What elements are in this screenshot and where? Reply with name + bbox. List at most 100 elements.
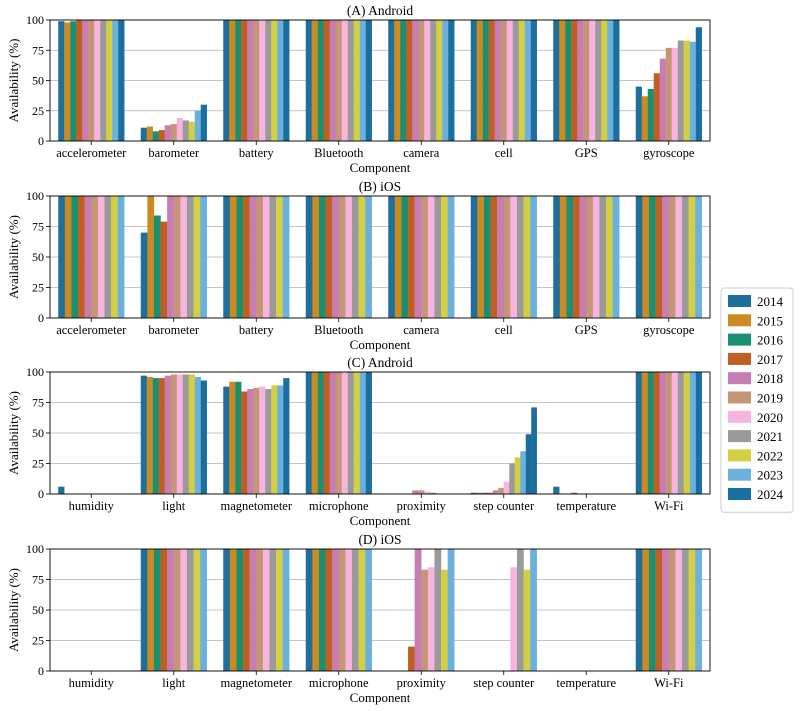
bar bbox=[635, 549, 643, 671]
bar bbox=[256, 196, 264, 318]
legend-label: 2020 bbox=[757, 410, 783, 425]
bar bbox=[424, 20, 431, 141]
bar bbox=[247, 389, 254, 494]
bar bbox=[173, 549, 181, 671]
bar bbox=[64, 22, 71, 142]
bar bbox=[688, 196, 696, 318]
legend: 2014 2015 2016 2017 2018 2019 2020 2021 2022 2023… bbox=[720, 287, 794, 513]
bar bbox=[577, 20, 584, 141]
bar bbox=[332, 549, 339, 671]
bar bbox=[523, 196, 531, 318]
y-tick-label: 75 bbox=[32, 396, 44, 410]
bar bbox=[317, 372, 324, 494]
bar bbox=[200, 549, 207, 671]
y-tick-label: 100 bbox=[26, 542, 44, 556]
bar bbox=[695, 27, 702, 141]
bar bbox=[394, 20, 401, 141]
bar bbox=[235, 20, 242, 141]
bar bbox=[470, 492, 477, 494]
bar bbox=[341, 20, 348, 141]
bar bbox=[111, 196, 118, 318]
bar bbox=[427, 196, 435, 318]
bar bbox=[341, 372, 348, 494]
bar bbox=[648, 196, 656, 318]
legend-label: 2015 bbox=[757, 313, 783, 328]
bar bbox=[434, 196, 442, 318]
bar bbox=[78, 196, 85, 318]
bar bbox=[695, 549, 702, 671]
bar bbox=[412, 490, 419, 494]
x-tick-label: proximity bbox=[397, 499, 447, 513]
y-axis-label: Availability (%) bbox=[6, 391, 21, 475]
x-tick-label: gyroscope bbox=[643, 323, 695, 337]
chart-title: (B) iOS bbox=[359, 179, 401, 194]
bar bbox=[516, 549, 524, 671]
bar bbox=[117, 196, 125, 318]
bar bbox=[559, 20, 566, 141]
legend-swatch bbox=[728, 468, 751, 481]
bar bbox=[353, 372, 360, 494]
legend-label: 2019 bbox=[757, 391, 783, 406]
bar bbox=[170, 124, 177, 141]
bar bbox=[601, 20, 608, 141]
bar bbox=[635, 86, 642, 141]
x-tick-label: cell bbox=[495, 323, 514, 337]
bar bbox=[642, 196, 650, 318]
bar bbox=[82, 20, 89, 141]
x-tick-label: accelerometer bbox=[56, 323, 127, 337]
bar bbox=[236, 549, 244, 671]
bar bbox=[514, 457, 521, 494]
bar bbox=[223, 196, 231, 318]
bar bbox=[146, 376, 153, 494]
bar bbox=[503, 196, 511, 318]
legend-swatch bbox=[728, 352, 751, 365]
bar bbox=[277, 20, 284, 141]
bar bbox=[659, 58, 666, 141]
bar bbox=[483, 196, 491, 318]
bar bbox=[530, 20, 537, 141]
bar bbox=[442, 20, 449, 141]
bar bbox=[262, 196, 270, 318]
bar bbox=[158, 378, 165, 494]
legend-label: 2014 bbox=[757, 294, 784, 309]
bar bbox=[282, 196, 290, 318]
bar bbox=[418, 490, 425, 494]
bar bbox=[470, 20, 477, 141]
bar bbox=[671, 372, 678, 494]
bar bbox=[553, 486, 560, 494]
y-tick-label: 0 bbox=[38, 311, 44, 325]
bar bbox=[671, 47, 678, 141]
bar bbox=[312, 196, 320, 318]
bar bbox=[668, 196, 676, 318]
bar bbox=[492, 490, 499, 494]
bar bbox=[325, 196, 333, 318]
bar bbox=[482, 20, 489, 141]
bar bbox=[655, 549, 663, 671]
bar bbox=[223, 549, 231, 671]
bar bbox=[180, 196, 188, 318]
legend-swatch bbox=[728, 314, 751, 327]
bar bbox=[510, 196, 518, 318]
bar bbox=[571, 492, 578, 494]
bar bbox=[647, 372, 654, 494]
bar bbox=[176, 118, 183, 141]
bar bbox=[153, 549, 161, 671]
bar bbox=[359, 372, 366, 494]
bar bbox=[160, 221, 168, 318]
bar bbox=[347, 372, 354, 494]
y-tick-label: 75 bbox=[32, 43, 44, 57]
bar bbox=[689, 41, 696, 141]
bar bbox=[365, 372, 372, 494]
bar bbox=[571, 20, 578, 141]
bar bbox=[358, 549, 366, 671]
bar bbox=[335, 372, 342, 494]
bar bbox=[418, 20, 425, 141]
x-tick-label: temperature bbox=[556, 676, 616, 690]
bar bbox=[153, 215, 161, 318]
bar bbox=[662, 549, 669, 671]
x-tick-label: light bbox=[162, 499, 185, 513]
bar bbox=[447, 196, 455, 318]
x-tick-label: microphone bbox=[309, 676, 369, 690]
bar bbox=[241, 391, 248, 494]
y-tick-label: 0 bbox=[38, 134, 44, 148]
